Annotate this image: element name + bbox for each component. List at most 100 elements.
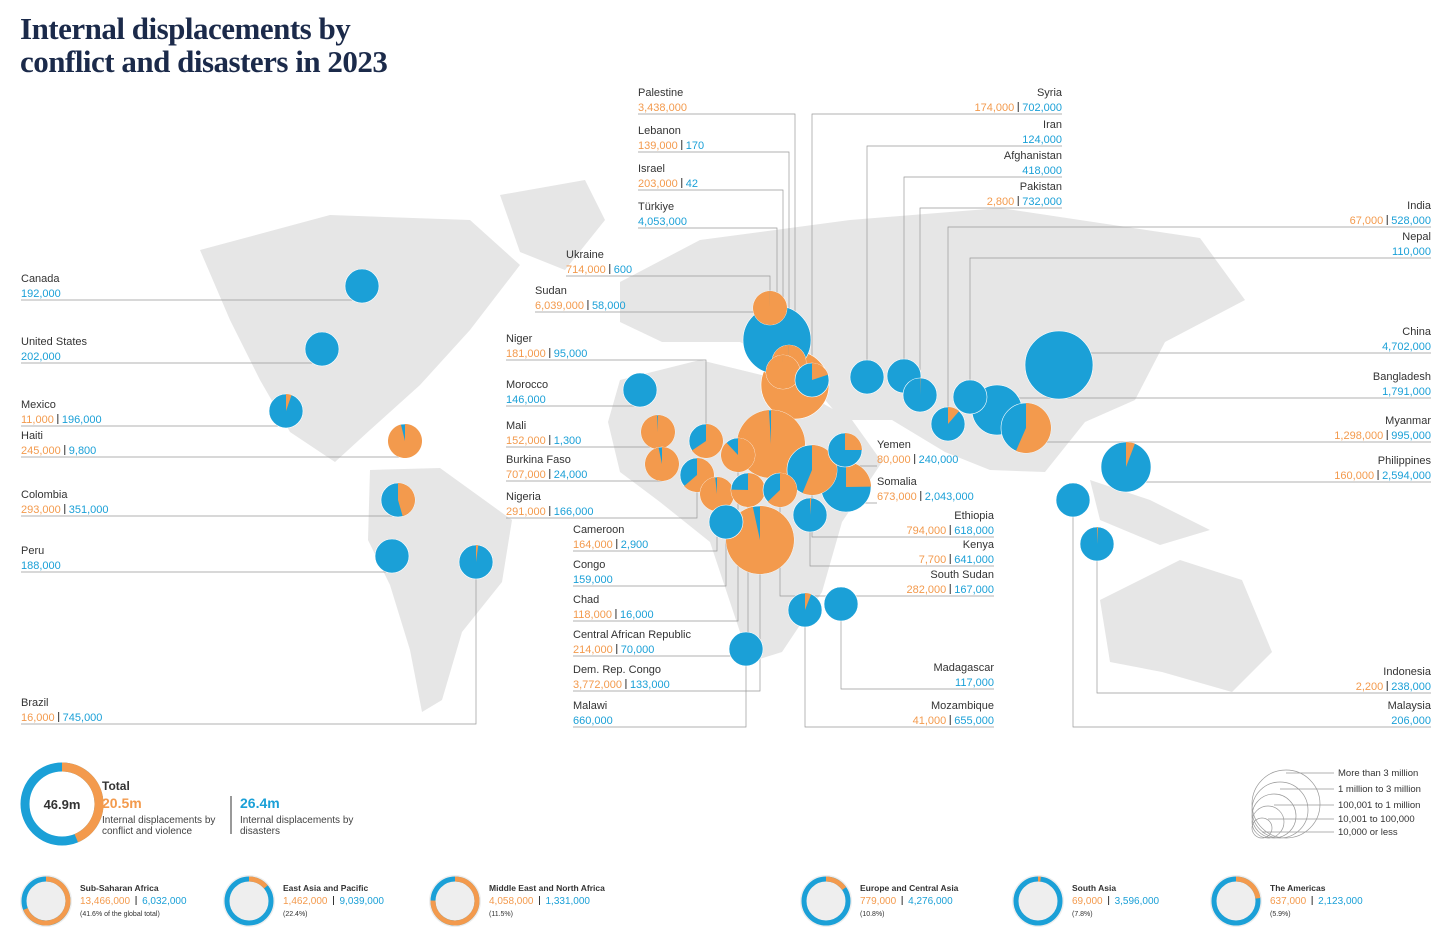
leader-line (1072, 500, 1431, 728)
region-name: Sub-Saharan Africa (80, 883, 159, 893)
value-label: 70,000 (621, 644, 655, 656)
country-name: China (1402, 326, 1432, 338)
leader-line (840, 604, 994, 690)
region-disasters: 4,276,000 (908, 896, 953, 907)
country-name: Cameroon (573, 524, 624, 536)
value-label: 164,000 (573, 539, 613, 551)
leader-line (1096, 544, 1431, 694)
value-label: 80,000 (877, 454, 911, 466)
value-label: 2,043,000 (925, 491, 974, 503)
region-bg (20, 875, 72, 927)
country-name: Türkiye (638, 201, 674, 213)
conflict-share (721, 438, 755, 473)
country-name: Central African Republic (573, 629, 692, 641)
leader-line (21, 562, 477, 725)
value-label: 714,000 (566, 264, 606, 276)
region-share: (22.4%) (283, 911, 308, 918)
region-name: South Asia (1072, 883, 1116, 893)
legend-circle (1251, 817, 1273, 839)
country-name: Colombia (21, 489, 68, 501)
leader-line (947, 226, 1431, 424)
conflict-share (767, 473, 798, 508)
region-share: (41.6% of the global total) (80, 911, 160, 918)
country-name: Lebanon (638, 125, 681, 137)
country-name: Palestine (638, 87, 683, 99)
value-label: 245,000 (21, 445, 61, 457)
bubbles (268, 268, 1152, 667)
value-label: 3,772,000 (573, 679, 622, 691)
value-label: 655,000 (954, 715, 994, 727)
country-name: Pakistan (1020, 181, 1062, 193)
leader-line (21, 411, 287, 427)
country-name: Nigeria (506, 491, 542, 503)
value-label: 528,000 (1391, 215, 1431, 227)
country-name: Dem. Rep. Congo (573, 664, 661, 676)
value-label: 702,000 (1022, 102, 1062, 114)
conflict-share (805, 593, 812, 610)
value-label: 110,000 (1392, 246, 1431, 258)
conflict-share (645, 447, 680, 481)
region-disasters: 2,123,000 (1318, 896, 1363, 907)
country-name: Brazil (21, 697, 49, 709)
region-conflict: 1,462,000 (283, 896, 328, 907)
region-bg (429, 875, 481, 927)
region-name: East Asia and Pacific (283, 883, 368, 893)
conflict-share (691, 424, 723, 459)
disaster-share (728, 631, 764, 667)
value-label: 174,000 (974, 102, 1014, 114)
region-disasters: 6,032,000 (142, 896, 187, 907)
country-name: Kenya (963, 539, 995, 551)
country-name: Peru (21, 545, 44, 557)
value-label: 203,000 (638, 178, 678, 190)
value-label: 67,000 (1350, 215, 1384, 227)
value-label: 24,000 (554, 469, 588, 481)
country-name: Mexico (21, 399, 56, 411)
country-name: Mozambique (931, 700, 994, 712)
country-name: Iran (1043, 119, 1062, 131)
total-value: 46.9m (44, 797, 81, 812)
conflict-share (641, 415, 676, 449)
country-name: Malaysia (1388, 700, 1432, 712)
disaster-share (823, 586, 859, 622)
value-label: 2,800 (987, 196, 1015, 208)
disaster-share (344, 268, 380, 304)
greenland (500, 180, 605, 270)
value-label: 181,000 (506, 348, 546, 360)
labels: Canada 192,000 United States 202,000 Mexico 1… (21, 87, 1432, 727)
region-bg (223, 875, 275, 927)
disaster-share (622, 372, 658, 408)
islands (1090, 480, 1210, 545)
value-label: 3,438,000 (638, 102, 687, 114)
conflict-share (476, 545, 479, 562)
country-name: South Sudan (930, 569, 994, 581)
disaster-share (849, 359, 885, 395)
value-label: 118,000 (573, 609, 612, 621)
country-name: Niger (506, 333, 533, 345)
disaster-share (1024, 330, 1094, 400)
legend-label: 1 million to 3 million (1338, 784, 1421, 795)
region-share: (10.8%) (860, 911, 885, 918)
country-name: Malawi (573, 700, 607, 712)
conflict-share (699, 477, 734, 512)
value-label: 202,000 (21, 351, 61, 363)
region-conflict: 779,000 (860, 896, 897, 907)
value-label: 4,702,000 (1382, 341, 1431, 353)
value-label: 214,000 (573, 644, 613, 656)
disaster-share (708, 504, 744, 540)
value-label: 159,000 (573, 574, 613, 586)
conflict-share (398, 483, 416, 517)
legend-label: 10,000 or less (1338, 827, 1398, 838)
conflict-share (1015, 403, 1051, 453)
leader-line (573, 649, 747, 728)
conflict-share (765, 355, 800, 389)
leader-line (866, 145, 1062, 377)
value-label: 1,791,000 (1382, 386, 1431, 398)
leader-line (804, 610, 994, 728)
value-label: 1,300 (554, 435, 582, 447)
country-name: Burkina Faso (506, 454, 571, 466)
value-label: 117,000 (955, 677, 994, 689)
conflict-share (846, 462, 871, 487)
country-name: Ukraine (566, 249, 604, 261)
conflict-share (845, 433, 862, 450)
leader-line (811, 113, 1062, 380)
